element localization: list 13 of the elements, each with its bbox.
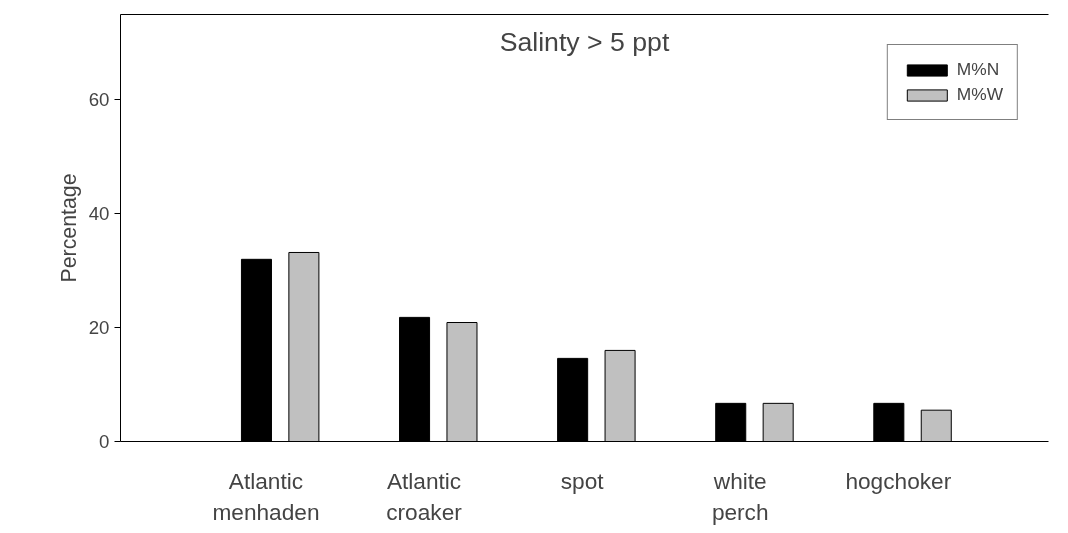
legend-label: M%N (956, 59, 1000, 80)
x-tick-label: Atlantic croaker (386, 467, 463, 525)
y-tick-label: 0 (99, 431, 110, 452)
y-tick-label: 60 (88, 89, 110, 111)
text: Salinty > 5 ppt (499, 26, 670, 57)
y-tick-label: 20 (88, 317, 110, 339)
x-tick-label: hogchoker (845, 467, 952, 494)
x-tick-label: spot (560, 467, 605, 494)
y-axis-title: Percentage (56, 173, 81, 283)
legend-label: M%W (956, 84, 1003, 105)
x-tick-label: white perch (711, 467, 769, 525)
x-tick-label: Atlantic menhaden (212, 467, 320, 525)
y-tick-label: 40 (88, 203, 110, 225)
